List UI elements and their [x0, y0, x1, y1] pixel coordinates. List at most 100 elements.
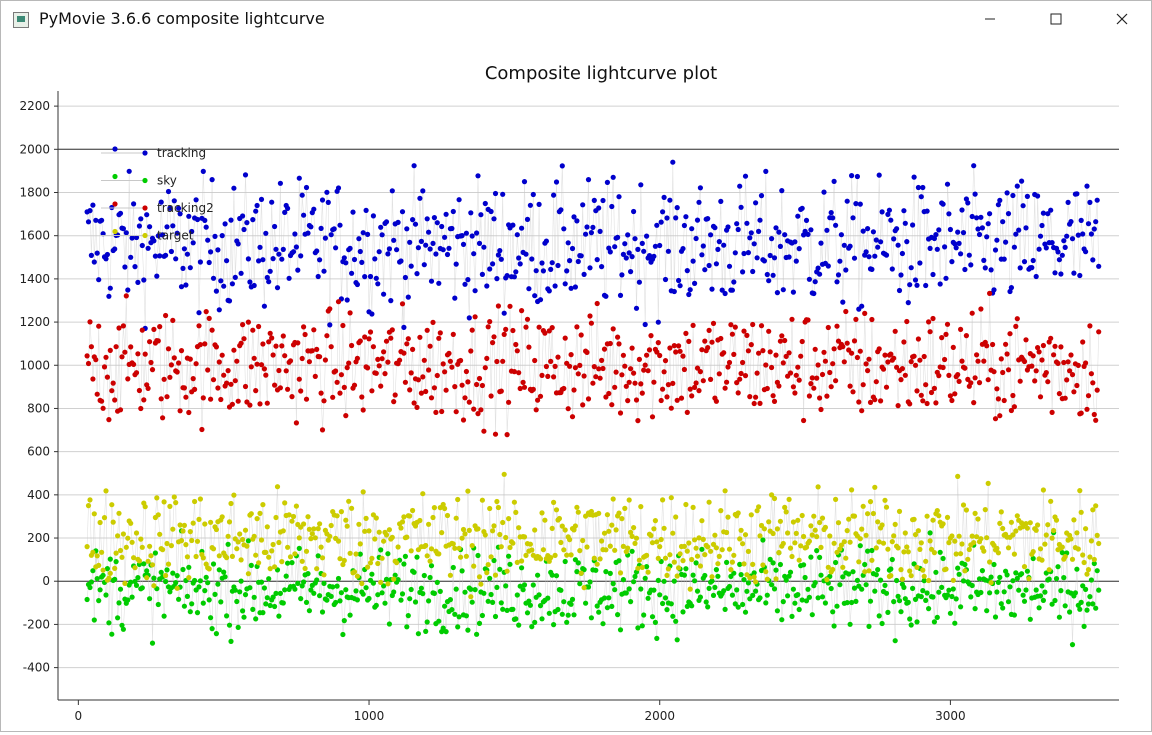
data-point	[359, 259, 365, 265]
data-point	[524, 216, 531, 222]
data-point	[1005, 545, 1012, 551]
data-point	[264, 524, 270, 530]
data-point	[737, 561, 743, 568]
data-point	[366, 595, 372, 602]
data-point	[338, 372, 344, 378]
data-point	[998, 601, 1004, 607]
data-point	[468, 348, 474, 354]
data-point	[1045, 379, 1051, 385]
data-point	[147, 339, 153, 345]
data-point	[385, 251, 391, 257]
data-point	[543, 238, 550, 244]
data-point	[453, 586, 459, 592]
data-point	[792, 390, 798, 396]
legend-item-target[interactable]: target	[101, 229, 194, 243]
plot-widget[interactable]: Composite lightcurve plot -400 -200 0 200 40…	[1, 41, 1151, 731]
data-point	[783, 577, 789, 583]
data-point	[757, 533, 763, 539]
data-point	[942, 356, 948, 363]
data-point	[865, 368, 871, 374]
data-point	[248, 511, 254, 517]
data-point	[343, 517, 349, 523]
data-point	[276, 251, 282, 257]
data-point	[1075, 362, 1081, 368]
legend-item-tracking[interactable]: tracking	[101, 146, 206, 160]
data-point	[411, 569, 417, 575]
data-point	[774, 608, 781, 614]
data-point	[164, 567, 170, 573]
data-point	[693, 235, 699, 242]
legend[interactable]: tracking sky tracking2 target	[101, 146, 214, 243]
data-point	[1069, 372, 1076, 378]
data-point	[902, 220, 908, 226]
data-point	[875, 567, 881, 573]
close-button[interactable]	[1099, 1, 1145, 37]
data-point	[456, 197, 462, 203]
data-point	[761, 258, 768, 264]
data-point	[490, 599, 496, 606]
data-point	[325, 537, 331, 543]
data-point	[766, 519, 772, 525]
data-point	[985, 221, 991, 227]
legend-item-tracking2[interactable]: tracking2	[101, 201, 214, 215]
data-point	[972, 510, 978, 516]
data-point	[866, 568, 872, 574]
data-point	[510, 222, 516, 228]
data-point	[1043, 532, 1049, 538]
lightcurve-chart[interactable]: Composite lightcurve plot -400-200020040…	[1, 41, 1151, 731]
data-point	[524, 316, 531, 322]
data-point	[347, 612, 353, 618]
data-point	[362, 334, 368, 340]
data-point	[1048, 498, 1054, 504]
maximize-button[interactable]	[1033, 1, 1079, 37]
data-point	[815, 484, 821, 490]
data-point	[972, 191, 978, 197]
data-point	[443, 629, 449, 635]
minimize-button[interactable]	[967, 1, 1013, 37]
data-point	[995, 579, 1002, 586]
data-point	[706, 327, 712, 333]
data-point	[610, 496, 616, 502]
title-bar[interactable]: PyMovie 3.6.6 composite lightcurve	[1, 1, 1151, 39]
data-point	[521, 179, 528, 185]
data-point	[899, 250, 906, 257]
data-point	[375, 356, 381, 362]
data-point	[796, 246, 802, 252]
data-point	[863, 249, 869, 255]
y-tick-label: 2000	[19, 142, 50, 156]
data-point	[953, 596, 959, 602]
data-point	[160, 232, 166, 238]
data-point	[485, 324, 491, 330]
data-point	[1094, 568, 1100, 574]
data-point	[84, 353, 90, 359]
data-point	[113, 344, 119, 350]
data-point	[600, 365, 606, 372]
data-point	[386, 246, 392, 252]
data-point	[726, 583, 733, 590]
data-point	[1030, 549, 1036, 555]
data-point	[273, 514, 279, 521]
data-point	[1055, 249, 1061, 255]
data-point	[119, 554, 125, 560]
data-point	[298, 596, 304, 602]
data-point	[745, 250, 752, 256]
data-point	[283, 573, 289, 579]
legend-item-sky[interactable]: sky	[101, 174, 177, 188]
data-point	[751, 241, 757, 247]
data-point	[870, 510, 877, 517]
legend-marker	[142, 150, 148, 156]
data-point	[742, 373, 749, 379]
data-point	[168, 248, 174, 255]
data-point	[379, 356, 385, 362]
data-point	[617, 570, 624, 576]
data-point	[458, 554, 464, 560]
data-point	[219, 233, 225, 239]
data-point	[632, 540, 638, 546]
data-point	[789, 316, 795, 322]
data-point	[664, 394, 670, 400]
data-point	[641, 248, 647, 254]
data-point	[129, 539, 135, 545]
data-point	[584, 349, 590, 355]
data-point	[231, 347, 237, 353]
data-point	[636, 279, 643, 285]
